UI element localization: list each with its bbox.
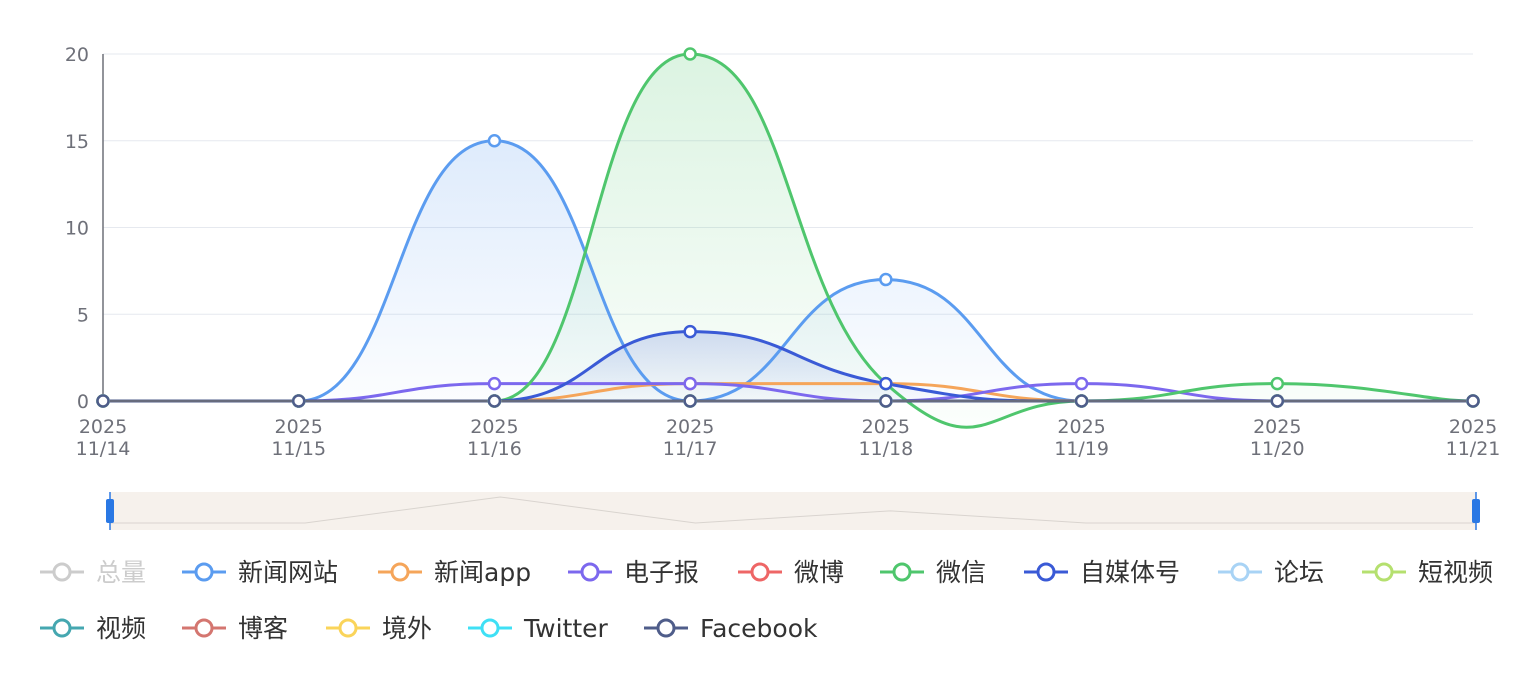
legend-item[interactable]: 论坛 [1218, 558, 1324, 587]
legend-label: 电子报 [624, 558, 699, 587]
x-tick-label: 2025 11/20 [1250, 416, 1305, 460]
legend-item[interactable]: 总量 [40, 558, 146, 587]
legend-label: 论坛 [1274, 558, 1324, 587]
legend-marker-icon [750, 562, 770, 582]
data-point[interactable] [96, 394, 110, 408]
y-tick-label: 5 [77, 304, 89, 326]
legend-marker-icon [892, 562, 912, 582]
legend-label: 博客 [238, 614, 288, 643]
y-tick-label: 0 [77, 391, 89, 413]
legend-label: 新闻app [434, 558, 531, 587]
legend-item[interactable]: 自媒体号 [1024, 558, 1180, 587]
legend-label: 境外 [382, 614, 432, 643]
legend-marker-icon [52, 618, 72, 638]
legend-label: Facebook [700, 614, 818, 643]
data-point[interactable] [879, 376, 893, 391]
y-axis: 0 5 10 15 20 [65, 44, 104, 413]
data-point[interactable] [487, 376, 502, 391]
legend-item[interactable]: Twitter [468, 614, 609, 643]
legend-marker-icon [1230, 562, 1250, 582]
legend-item[interactable]: 新闻app [378, 558, 531, 587]
legend-label: 视频 [96, 614, 146, 643]
data-point[interactable] [1466, 394, 1480, 408]
legend-label: Twitter [523, 614, 609, 643]
x-tick-label: 2025 11/16 [467, 416, 522, 460]
data-point[interactable] [879, 272, 893, 287]
x-tick-label: 2025 11/19 [1054, 416, 1109, 460]
legend-label: 微信 [936, 558, 986, 587]
data-points [96, 47, 1480, 408]
y-tick-label: 20 [65, 44, 89, 66]
legend-marker-icon [338, 618, 358, 638]
legend-item[interactable]: 博客 [182, 614, 288, 643]
legend-marker-icon [194, 562, 214, 582]
legend-item[interactable]: 微信 [880, 558, 986, 587]
data-point[interactable] [487, 134, 502, 148]
legend-label: 自媒体号 [1080, 558, 1180, 587]
data-point[interactable] [291, 394, 306, 408]
legend-marker-icon [390, 562, 410, 582]
area-fill-5 [103, 54, 1473, 428]
legend-item[interactable]: 新闻网站 [182, 558, 338, 587]
legend-marker-icon [194, 618, 214, 638]
legend-marker-icon [656, 618, 676, 638]
data-point[interactable] [683, 376, 697, 391]
legend-item[interactable]: 微博 [738, 558, 844, 587]
legend-item[interactable]: 电子报 [568, 558, 699, 587]
x-tick-label: 2025 11/14 [76, 416, 131, 460]
legend-label: 微博 [794, 558, 844, 587]
legend-label: 新闻网站 [238, 558, 338, 587]
area-fill-1 [103, 140, 1473, 401]
data-point[interactable] [683, 47, 697, 61]
y-tick-label: 15 [65, 131, 89, 153]
zoom-track[interactable] [110, 492, 1476, 530]
legend-item[interactable]: 视频 [40, 614, 146, 643]
legend-marker-icon [1374, 562, 1394, 582]
legend-marker-icon [1036, 562, 1056, 582]
x-tick-label: 2025 11/17 [663, 416, 718, 460]
area-fills [103, 54, 1473, 428]
zoom-handle-left[interactable] [106, 499, 114, 523]
x-tick-label: 2025 11/21 [1446, 416, 1501, 460]
zoom-preview-line [110, 496, 1476, 524]
x-tick-label: 2025 11/18 [858, 416, 913, 460]
legend-marker-icon [580, 562, 600, 582]
legend-marker-icon [480, 618, 500, 638]
x-axis: 2025 11/14 2025 11/15 2025 11/16 2025 11/17 2025… [76, 400, 1501, 460]
data-point[interactable] [1074, 394, 1089, 408]
zoom-handle-right[interactable] [1472, 499, 1480, 523]
data-point[interactable] [1074, 376, 1089, 391]
legend-item[interactable]: 境外 [326, 614, 432, 643]
data-zoom-slider[interactable] [106, 492, 1480, 530]
data-point[interactable] [1270, 394, 1285, 408]
legend-item[interactable]: 短视频 [1362, 558, 1493, 587]
data-point[interactable] [487, 394, 502, 408]
data-point[interactable] [683, 394, 697, 408]
legend-label: 总量 [96, 558, 146, 587]
data-point[interactable] [1270, 376, 1285, 391]
data-point[interactable] [879, 394, 893, 408]
legend-item[interactable]: Facebook [644, 614, 818, 643]
data-point[interactable] [683, 324, 697, 339]
x-tick-label: 2025 11/15 [271, 416, 326, 460]
area-fill-6 [103, 331, 1473, 401]
legend-label: 短视频 [1418, 558, 1493, 587]
legend-marker-icon [52, 562, 72, 582]
y-tick-label: 10 [65, 218, 89, 240]
